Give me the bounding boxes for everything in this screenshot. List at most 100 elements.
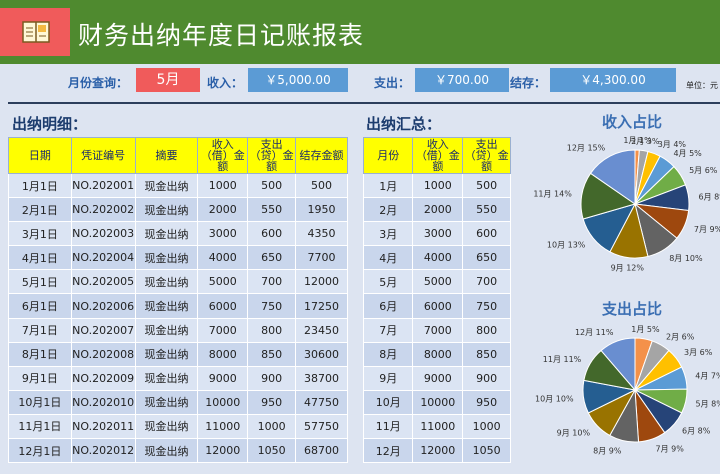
detail-cell[interactable]: NO.202006: [70, 293, 136, 319]
summary-cell[interactable]: 3000: [412, 221, 464, 247]
summary-cell[interactable]: 8月: [362, 341, 414, 367]
detail-cell[interactable]: 7700: [295, 245, 348, 271]
month-select[interactable]: 5月: [136, 68, 200, 92]
detail-cell[interactable]: 850: [247, 341, 297, 367]
summary-cell[interactable]: 1000: [462, 413, 511, 440]
detail-cell[interactable]: NO.202002: [70, 197, 136, 223]
summary-cell[interactable]: 10000: [412, 389, 464, 415]
summary-cell[interactable]: 1050: [462, 438, 511, 464]
detail-cell[interactable]: 30600: [295, 341, 348, 367]
summary-cell[interactable]: 800: [462, 317, 511, 343]
detail-cell[interactable]: NO.202011: [70, 413, 136, 440]
detail-cell[interactable]: NO.202005: [70, 269, 136, 295]
detail-cell[interactable]: 750: [247, 293, 297, 319]
detail-cell[interactable]: 12月1日: [8, 438, 72, 464]
summary-cell[interactable]: 3月: [362, 221, 414, 247]
detail-cell[interactable]: 1000: [247, 413, 297, 440]
detail-cell[interactable]: 现金出纳: [134, 389, 199, 415]
detail-cell[interactable]: 4350: [295, 221, 348, 247]
detail-cell[interactable]: NO.202012: [70, 438, 136, 464]
detail-cell[interactable]: 现金出纳: [134, 221, 199, 247]
detail-cell[interactable]: 600: [247, 221, 297, 247]
summary-cell[interactable]: 500: [462, 172, 511, 199]
summary-cell[interactable]: 7月: [362, 317, 414, 343]
detail-cell[interactable]: 7000: [197, 317, 249, 343]
detail-cell[interactable]: 17250: [295, 293, 348, 319]
detail-cell[interactable]: 现金出纳: [134, 341, 199, 367]
detail-cell[interactable]: 23450: [295, 317, 348, 343]
detail-cell[interactable]: NO.202004: [70, 245, 136, 271]
detail-cell[interactable]: NO.202007: [70, 317, 136, 343]
detail-cell[interactable]: 57750: [295, 413, 348, 440]
detail-cell[interactable]: NO.202009: [70, 365, 136, 391]
summary-cell[interactable]: 900: [462, 365, 511, 391]
detail-cell[interactable]: 8000: [197, 341, 249, 367]
summary-cell[interactable]: 950: [462, 389, 511, 415]
detail-cell[interactable]: 47750: [295, 389, 348, 415]
summary-cell[interactable]: 4月: [362, 245, 414, 271]
detail-cell[interactable]: 650: [247, 245, 297, 271]
summary-cell[interactable]: 9000: [412, 365, 464, 391]
detail-cell[interactable]: 7月1日: [8, 317, 72, 343]
summary-cell[interactable]: 10月: [362, 389, 414, 415]
detail-cell[interactable]: 现金出纳: [134, 293, 199, 319]
detail-cell[interactable]: 12000: [197, 438, 249, 464]
summary-cell[interactable]: 1000: [412, 172, 464, 199]
detail-cell[interactable]: NO.202010: [70, 389, 136, 415]
detail-cell[interactable]: 现金出纳: [134, 245, 199, 271]
detail-cell[interactable]: 9000: [197, 365, 249, 391]
summary-cell[interactable]: 6月: [362, 293, 414, 319]
detail-cell[interactable]: 10月1日: [8, 389, 72, 415]
summary-cell[interactable]: 650: [462, 245, 511, 271]
detail-cell[interactable]: 现金出纳: [134, 413, 199, 440]
detail-cell[interactable]: 现金出纳: [134, 365, 199, 391]
detail-cell[interactable]: NO.202008: [70, 341, 136, 367]
detail-cell[interactable]: 1050: [247, 438, 297, 464]
summary-cell[interactable]: 11000: [412, 413, 464, 440]
detail-cell[interactable]: NO.202001: [70, 172, 136, 199]
detail-cell[interactable]: 2月1日: [8, 197, 72, 223]
summary-cell[interactable]: 600: [462, 221, 511, 247]
detail-cell[interactable]: 现金出纳: [134, 197, 199, 223]
detail-cell[interactable]: 900: [247, 365, 297, 391]
detail-cell[interactable]: 5000: [197, 269, 249, 295]
summary-cell[interactable]: 550: [462, 197, 511, 223]
detail-cell[interactable]: 现金出纳: [134, 317, 199, 343]
detail-cell[interactable]: 现金出纳: [134, 438, 199, 464]
summary-cell[interactable]: 11月: [362, 413, 414, 440]
summary-cell[interactable]: 6000: [412, 293, 464, 319]
detail-cell[interactable]: 1950: [295, 197, 348, 223]
detail-cell[interactable]: 6000: [197, 293, 249, 319]
summary-cell[interactable]: 750: [462, 293, 511, 319]
detail-cell[interactable]: 11000: [197, 413, 249, 440]
summary-cell[interactable]: 12000: [412, 438, 464, 464]
detail-cell[interactable]: 550: [247, 197, 297, 223]
detail-cell[interactable]: 1000: [197, 172, 249, 199]
detail-cell[interactable]: 68700: [295, 438, 348, 464]
detail-cell[interactable]: 4月1日: [8, 245, 72, 271]
detail-cell[interactable]: 2000: [197, 197, 249, 223]
detail-cell[interactable]: 11月1日: [8, 413, 72, 440]
detail-cell[interactable]: 1月1日: [8, 172, 72, 199]
summary-cell[interactable]: 850: [462, 341, 511, 367]
detail-cell[interactable]: 现金出纳: [134, 172, 199, 199]
summary-cell[interactable]: 4000: [412, 245, 464, 271]
summary-cell[interactable]: 700: [462, 269, 511, 295]
detail-cell[interactable]: 10000: [197, 389, 249, 415]
detail-cell[interactable]: 38700: [295, 365, 348, 391]
summary-cell[interactable]: 7000: [412, 317, 464, 343]
detail-cell[interactable]: 6月1日: [8, 293, 72, 319]
summary-cell[interactable]: 8000: [412, 341, 464, 367]
summary-cell[interactable]: 2月: [362, 197, 414, 223]
detail-cell[interactable]: 12000: [295, 269, 348, 295]
summary-cell[interactable]: 5000: [412, 269, 464, 295]
summary-cell[interactable]: 1月: [362, 172, 414, 199]
summary-cell[interactable]: 12月: [362, 438, 414, 464]
detail-cell[interactable]: 9月1日: [8, 365, 72, 391]
summary-cell[interactable]: 9月: [362, 365, 414, 391]
detail-cell[interactable]: 700: [247, 269, 297, 295]
detail-cell[interactable]: 500: [295, 172, 348, 199]
detail-cell[interactable]: 4000: [197, 245, 249, 271]
detail-cell[interactable]: 500: [247, 172, 297, 199]
summary-cell[interactable]: 2000: [412, 197, 464, 223]
